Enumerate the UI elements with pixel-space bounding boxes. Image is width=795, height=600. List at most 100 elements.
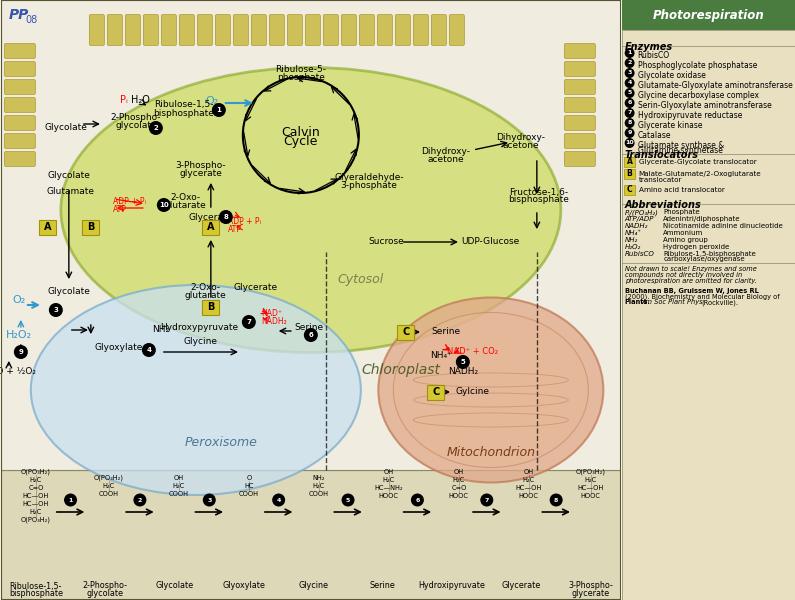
Text: O(PO₃H₂): O(PO₃H₂)	[576, 469, 606, 475]
Text: 9: 9	[18, 349, 23, 355]
Text: Cycle: Cycle	[284, 136, 318, 148]
FancyBboxPatch shape	[359, 14, 374, 46]
Circle shape	[211, 103, 226, 117]
Text: Glycolate: Glycolate	[156, 581, 194, 590]
Text: O(PO₃H₂): O(PO₃H₂)	[21, 469, 51, 475]
Text: B: B	[87, 222, 95, 232]
Text: 6: 6	[415, 497, 420, 503]
Text: Sucrose: Sucrose	[368, 238, 404, 247]
Text: O₂: O₂	[206, 96, 219, 106]
FancyBboxPatch shape	[4, 43, 35, 58]
Text: 2: 2	[153, 125, 158, 131]
Text: NADH₂: NADH₂	[261, 317, 286, 325]
Text: Glycolate oxidase: Glycolate oxidase	[638, 71, 705, 80]
Text: OH: OH	[174, 475, 184, 481]
FancyBboxPatch shape	[4, 79, 35, 94]
Text: Not drawn to scale! Enzymes and some: Not drawn to scale! Enzymes and some	[625, 266, 757, 272]
Text: COOH: COOH	[238, 491, 259, 497]
Text: C: C	[626, 185, 633, 194]
Text: H₂C: H₂C	[29, 477, 42, 483]
FancyBboxPatch shape	[215, 14, 231, 46]
Text: Hydrogen peroxide: Hydrogen peroxide	[663, 244, 730, 250]
Text: Dihydroxy-: Dihydroxy-	[496, 133, 545, 142]
FancyBboxPatch shape	[4, 61, 35, 76]
Text: Amino acid translocator: Amino acid translocator	[638, 187, 724, 193]
Text: OH: OH	[454, 469, 464, 475]
Text: HOOC: HOOC	[519, 493, 539, 499]
Text: 2-Phospho-: 2-Phospho-	[83, 581, 128, 590]
Text: C=O: C=O	[28, 485, 44, 491]
Text: 10: 10	[626, 140, 634, 145]
Text: ATP: ATP	[228, 226, 242, 235]
FancyBboxPatch shape	[564, 97, 595, 113]
Text: Ribulose-1,5-bisphosphate: Ribulose-1,5-bisphosphate	[663, 251, 756, 257]
Text: Glycolate: Glycolate	[48, 287, 91, 296]
Text: 8: 8	[627, 121, 632, 125]
Text: carboxylase/oxygenase: carboxylase/oxygenase	[663, 256, 745, 262]
Text: RubisCO: RubisCO	[638, 51, 669, 60]
FancyBboxPatch shape	[203, 220, 219, 235]
Circle shape	[157, 198, 171, 212]
Text: Hydroxipyruvate reductase: Hydroxipyruvate reductase	[638, 111, 742, 120]
Circle shape	[203, 493, 215, 506]
Text: HC: HC	[244, 483, 254, 489]
FancyBboxPatch shape	[624, 185, 635, 194]
FancyBboxPatch shape	[251, 14, 266, 46]
FancyBboxPatch shape	[83, 220, 99, 235]
Text: Ammonium: Ammonium	[663, 230, 704, 236]
Text: Adenintri/diphosphate: Adenintri/diphosphate	[663, 216, 741, 222]
Circle shape	[342, 493, 355, 506]
Circle shape	[14, 345, 28, 359]
Text: Gylcine: Gylcine	[456, 388, 490, 397]
Ellipse shape	[394, 313, 588, 467]
Text: 3-Phospho-: 3-Phospho-	[568, 581, 613, 590]
Text: Buchanan BB, Gruissem W, Jones RL: Buchanan BB, Gruissem W, Jones RL	[625, 288, 758, 294]
Circle shape	[625, 98, 634, 108]
FancyBboxPatch shape	[39, 220, 56, 235]
Circle shape	[625, 68, 634, 78]
FancyBboxPatch shape	[1, 0, 621, 470]
Text: Mitochondrion: Mitochondrion	[446, 445, 535, 458]
Text: Nicotinamide adinine dinucleotide: Nicotinamide adinine dinucleotide	[663, 223, 783, 229]
FancyBboxPatch shape	[428, 385, 444, 400]
FancyBboxPatch shape	[564, 79, 595, 94]
Text: NADH₂: NADH₂	[448, 367, 478, 377]
Text: acetone: acetone	[428, 155, 464, 164]
FancyBboxPatch shape	[449, 14, 464, 46]
FancyBboxPatch shape	[564, 43, 595, 58]
Text: Plants.: Plants.	[625, 299, 650, 305]
Circle shape	[242, 315, 256, 329]
Text: A: A	[44, 222, 52, 232]
Text: HOOC: HOOC	[379, 493, 399, 499]
Text: acetone: acetone	[502, 142, 539, 151]
Circle shape	[625, 108, 634, 118]
Text: Glyoxylate: Glyoxylate	[223, 581, 266, 590]
Circle shape	[134, 493, 146, 506]
Text: 7: 7	[485, 497, 489, 503]
Text: Glycerate: Glycerate	[502, 581, 541, 590]
Text: 1: 1	[627, 50, 632, 55]
Ellipse shape	[61, 67, 560, 352]
Text: Hydroxipyruvate: Hydroxipyruvate	[419, 581, 486, 590]
Text: 5: 5	[346, 497, 351, 503]
Text: Peroxisome: Peroxisome	[184, 436, 258, 449]
Text: glycolate: glycolate	[87, 589, 124, 599]
Circle shape	[625, 48, 634, 58]
Text: H₂C: H₂C	[584, 477, 597, 483]
Text: Hydroxypyruvate: Hydroxypyruvate	[160, 323, 238, 331]
FancyBboxPatch shape	[143, 14, 158, 46]
FancyBboxPatch shape	[197, 14, 212, 46]
Text: Glycerate-Glycolate translocator: Glycerate-Glycolate translocator	[638, 159, 756, 165]
Text: 5: 5	[460, 359, 465, 365]
Text: 5: 5	[627, 91, 632, 95]
Text: COOH: COOH	[169, 491, 189, 497]
Circle shape	[149, 121, 163, 135]
Text: 3: 3	[627, 70, 632, 76]
Text: NH₂: NH₂	[625, 237, 638, 243]
Text: 4: 4	[146, 347, 151, 353]
Ellipse shape	[31, 285, 361, 495]
Ellipse shape	[378, 298, 603, 482]
FancyBboxPatch shape	[398, 325, 414, 340]
Text: 9: 9	[627, 130, 632, 136]
FancyBboxPatch shape	[413, 14, 429, 46]
